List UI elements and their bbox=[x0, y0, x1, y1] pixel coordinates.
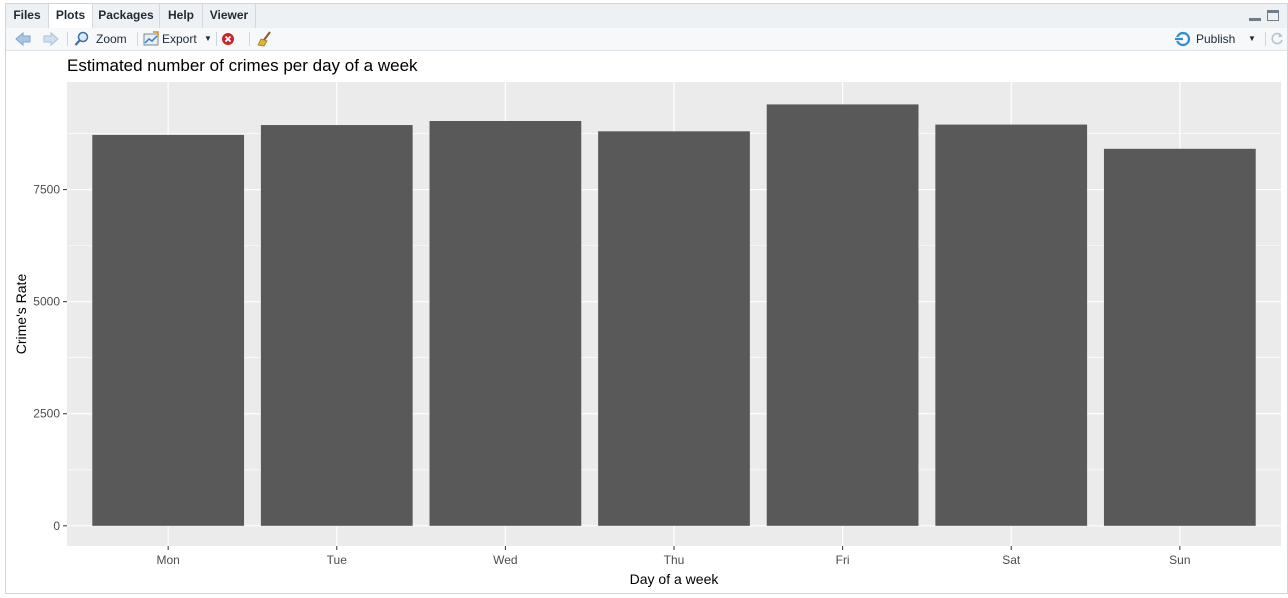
tab-packages[interactable]: Packages bbox=[93, 4, 160, 28]
x-tick-label: Fri bbox=[836, 553, 850, 567]
bar-fri bbox=[766, 104, 919, 526]
y-tick-label: 0 bbox=[53, 519, 60, 533]
y-tick-label: 2500 bbox=[33, 407, 60, 421]
toolbar-separator bbox=[67, 32, 68, 46]
x-tick-label: Wed bbox=[493, 553, 517, 567]
publish-icon bbox=[1174, 31, 1191, 47]
tab-viewer[interactable]: Viewer bbox=[203, 4, 256, 28]
broom-icon[interactable] bbox=[256, 31, 274, 47]
zoom-button[interactable]: Zoom bbox=[74, 31, 130, 47]
chart-title: Estimated number of crimes per day of a … bbox=[67, 56, 418, 75]
export-button[interactable]: Export ▼ bbox=[143, 31, 212, 47]
refresh-icon[interactable] bbox=[1269, 31, 1285, 47]
toolbar-separator bbox=[137, 32, 138, 46]
bar-mon bbox=[92, 134, 245, 526]
publish-label: Publish bbox=[1196, 32, 1236, 46]
tab-files[interactable]: Files bbox=[6, 4, 49, 28]
export-label: Export bbox=[162, 32, 197, 46]
pane-tab-bar: Files Plots Packages Help Viewer bbox=[6, 4, 1287, 29]
bar-chart: Estimated number of crimes per day of a … bbox=[13, 56, 1281, 587]
toolbar-separator bbox=[249, 32, 250, 46]
forward-arrow-icon[interactable] bbox=[42, 31, 60, 47]
toolbar-separator bbox=[1265, 32, 1266, 46]
remove-plot-icon[interactable] bbox=[221, 32, 235, 46]
bar-sat bbox=[935, 124, 1088, 526]
bar-thu bbox=[598, 131, 750, 526]
x-tick-label: Sun bbox=[1169, 553, 1190, 567]
export-icon bbox=[143, 31, 159, 46]
x-axis-title: Day of a week bbox=[630, 571, 720, 587]
zoom-icon bbox=[74, 31, 89, 46]
toolbar-separator bbox=[216, 32, 217, 46]
plots-toolbar: Zoom Export ▼ Pub bbox=[6, 28, 1287, 51]
y-tick-label: 7500 bbox=[33, 183, 60, 197]
tab-plots[interactable]: Plots bbox=[49, 4, 93, 29]
tab-help[interactable]: Help bbox=[160, 4, 203, 28]
chevron-down-icon: ▼ bbox=[204, 34, 212, 43]
chevron-down-icon: ▼ bbox=[1248, 34, 1256, 43]
bar-tue bbox=[260, 125, 413, 526]
x-tick-label: Mon bbox=[156, 553, 179, 567]
bar-wed bbox=[429, 121, 582, 526]
minimize-icon[interactable] bbox=[1249, 14, 1261, 21]
bar-sun bbox=[1103, 148, 1256, 526]
x-tick-label: Thu bbox=[664, 553, 685, 567]
y-tick-label: 5000 bbox=[33, 295, 60, 309]
publish-button[interactable]: Publish ▼ bbox=[1174, 31, 1256, 47]
bars bbox=[92, 104, 1256, 526]
back-arrow-icon[interactable] bbox=[14, 31, 32, 47]
zoom-label: Zoom bbox=[96, 32, 127, 46]
x-tick-label: Tue bbox=[327, 553, 348, 567]
x-tick-label: Sat bbox=[1002, 553, 1021, 567]
y-axis-title: Crime's Rate bbox=[13, 274, 29, 355]
axes: 0 2500 5000 7500 Mon Tue Wed Thu Fri Sat Sun bbox=[33, 183, 1190, 567]
maximize-icon[interactable] bbox=[1267, 10, 1279, 21]
